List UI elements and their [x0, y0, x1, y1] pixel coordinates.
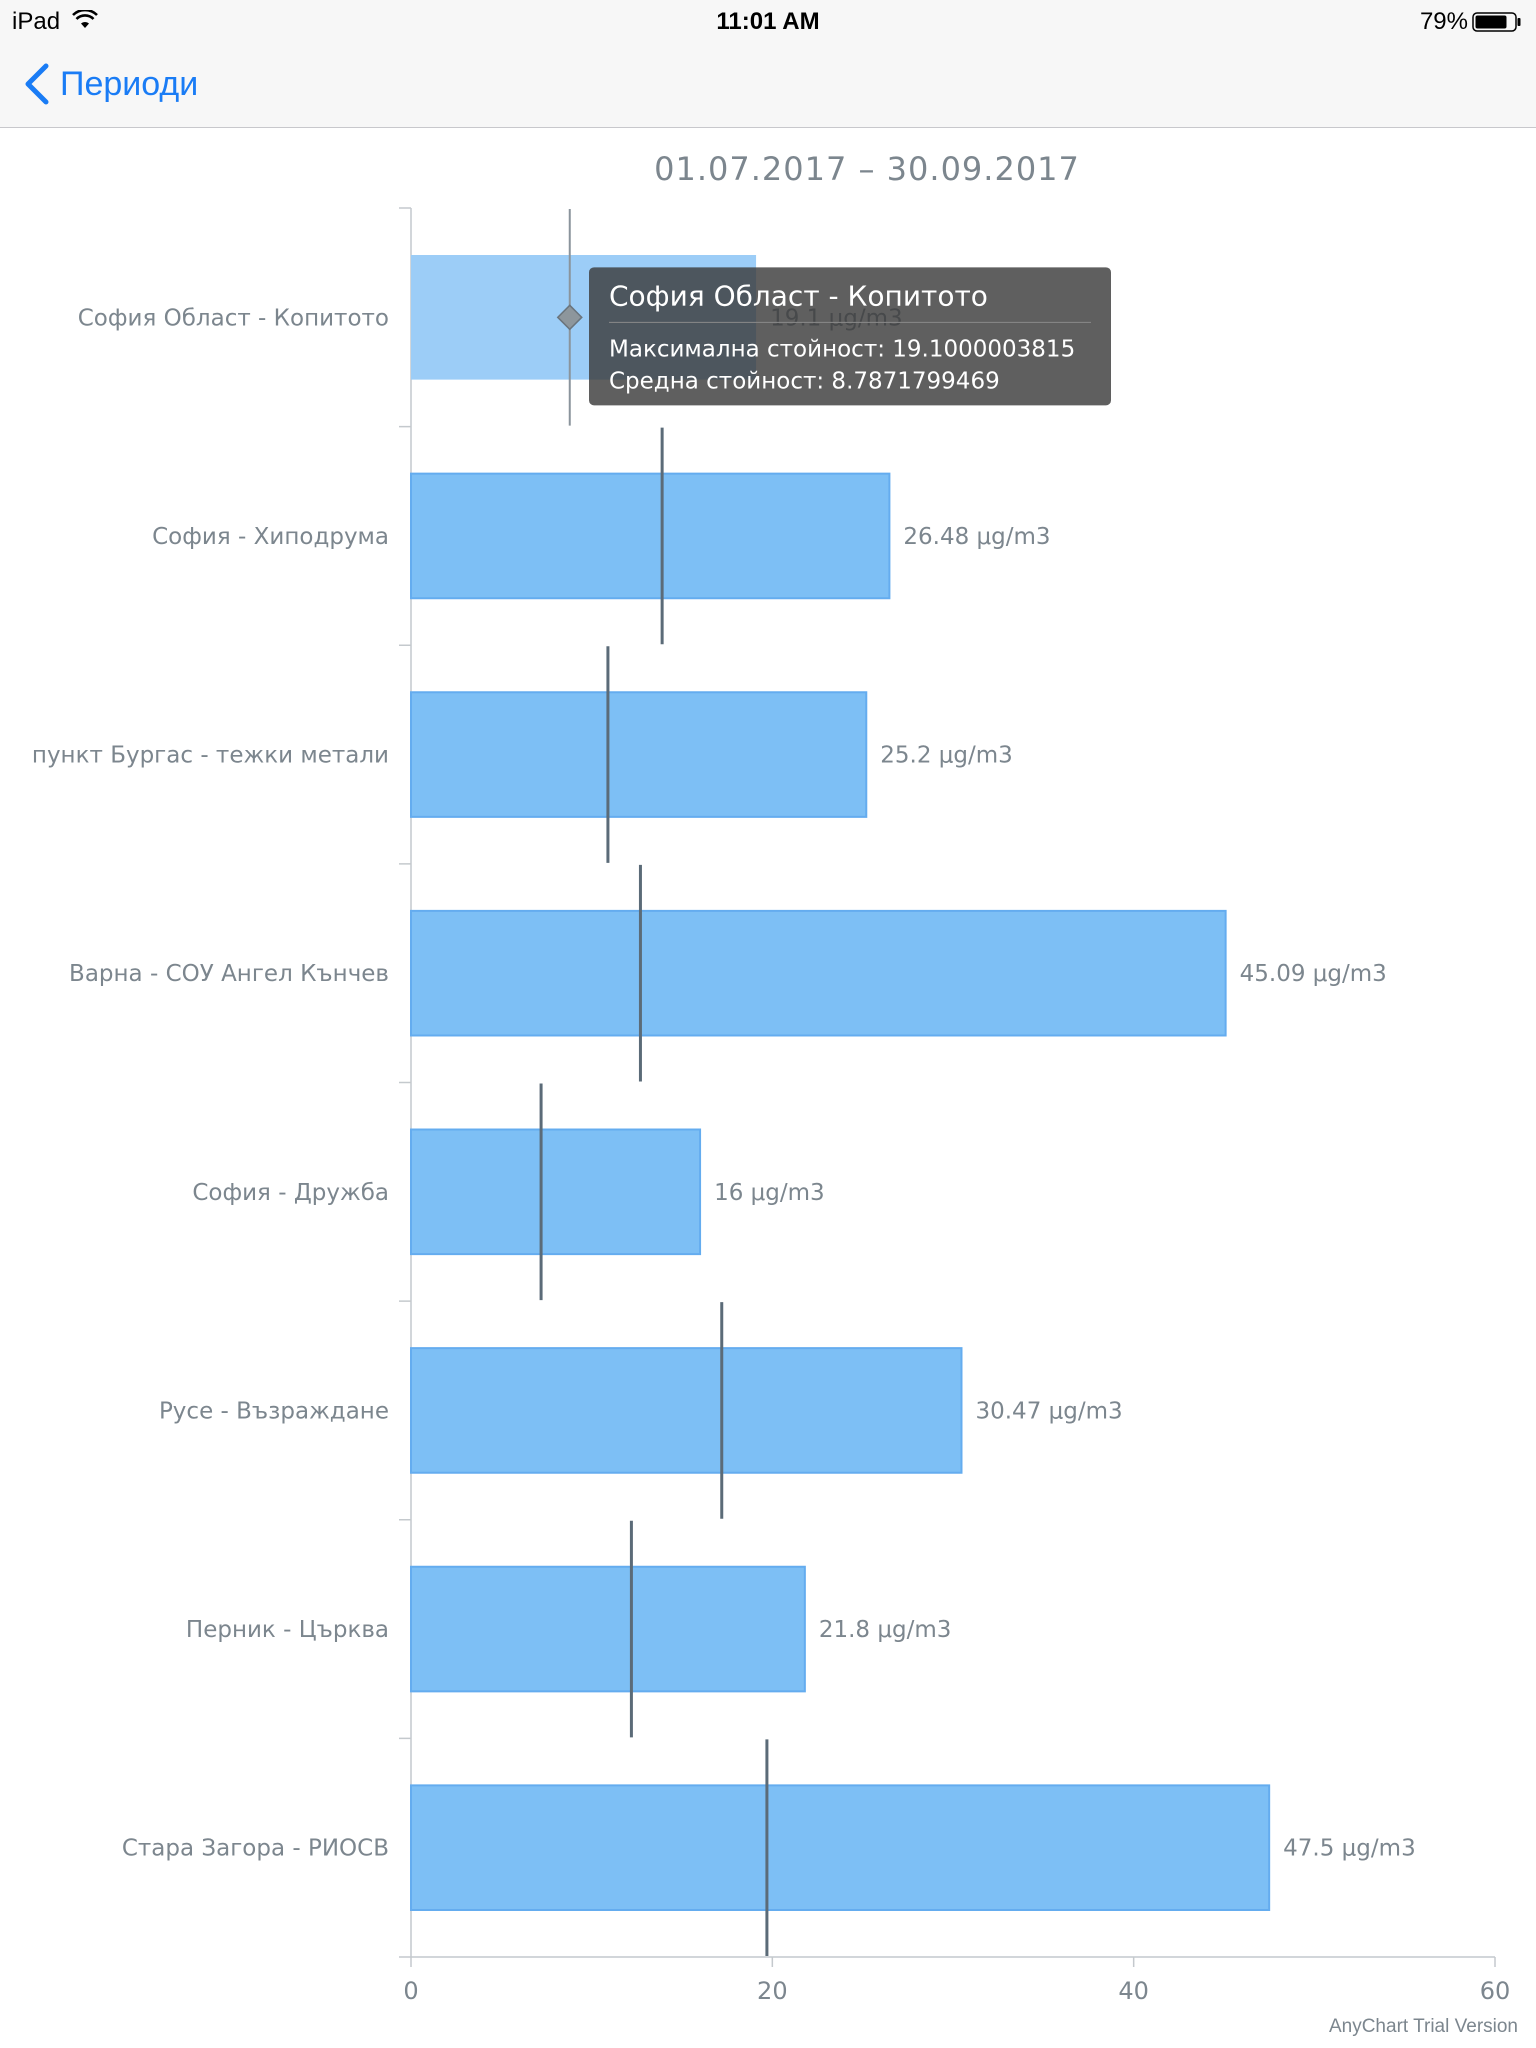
chart: 01.07.2017 – 30.09.2017 0 20 40 60 София Обла…	[32, 150, 1511, 2005]
bar-value-label: 47.5 μg/m3	[1283, 1836, 1416, 1862]
category-label: Русе - Възраждане	[159, 1398, 389, 1424]
bar	[410, 1128, 702, 1256]
clock: 11:01 AM	[716, 8, 820, 35]
device-name: iPad	[12, 8, 61, 35]
chevron-left-icon	[25, 63, 49, 105]
bar-value-label: 25.2 μg/m3	[880, 743, 1013, 769]
category-label: София Област - Копитото	[78, 305, 389, 331]
bar	[410, 1565, 806, 1693]
x-axis-tick-label: 20	[757, 1977, 788, 2005]
tooltip-line: Средна стойност: 8.7871799469	[609, 368, 1000, 394]
x-axis-tick-label: 0	[403, 1977, 418, 2005]
category-label: Стара Загора - РИОСВ	[122, 1836, 389, 1862]
bar-value-label: 16 μg/m3	[714, 1180, 825, 1206]
hover-point-marker	[556, 304, 583, 331]
bar-value-label: 21.8 μg/m3	[819, 1617, 952, 1643]
tooltip-background	[589, 267, 1111, 406]
category-label: София - Хиподрума	[152, 524, 389, 550]
wifi-icon	[72, 10, 98, 28]
category-label: София - Дружба	[192, 1180, 389, 1206]
navigation-bar: Периоди	[0, 40, 1536, 128]
tooltip-title: София Област - Копитото	[609, 279, 988, 312]
category-label: Варна - СОУ Ангел Кънчев	[69, 961, 389, 987]
x-axis-tick-label: 40	[1118, 1977, 1149, 2005]
bar-value-label: 26.48 μg/m3	[903, 524, 1050, 550]
tooltip-line: Максимална стойност: 19.1000003815	[609, 336, 1075, 362]
tooltip: София Област - Копитото Максимална стойно…	[589, 267, 1111, 406]
bar	[410, 1784, 1271, 1911]
chart-title: 01.07.2017 – 30.09.2017	[654, 150, 1080, 188]
back-button-label: Периоди	[60, 64, 199, 103]
bar-value-label: 30.47 μg/m3	[975, 1398, 1122, 1424]
bar-value-label: 45.09 μg/m3	[1240, 961, 1387, 987]
battery-icon	[1472, 12, 1521, 32]
bar	[410, 691, 868, 818]
category-label: пункт Бургас - тежки метали	[32, 743, 389, 769]
chart-credit: AnyChart Trial Version	[1328, 2016, 1518, 2037]
bar	[410, 472, 891, 600]
battery-percent: 79%	[1419, 8, 1468, 35]
bar	[410, 909, 1227, 1037]
bar	[410, 1347, 963, 1474]
x-axis-tick-label: 60	[1480, 1977, 1511, 2005]
status-bar: iPad 11:01 AM 79%	[0, 0, 1536, 40]
back-button[interactable]: Периоди	[22, 60, 198, 108]
category-label: Перник - Църква	[186, 1617, 389, 1643]
